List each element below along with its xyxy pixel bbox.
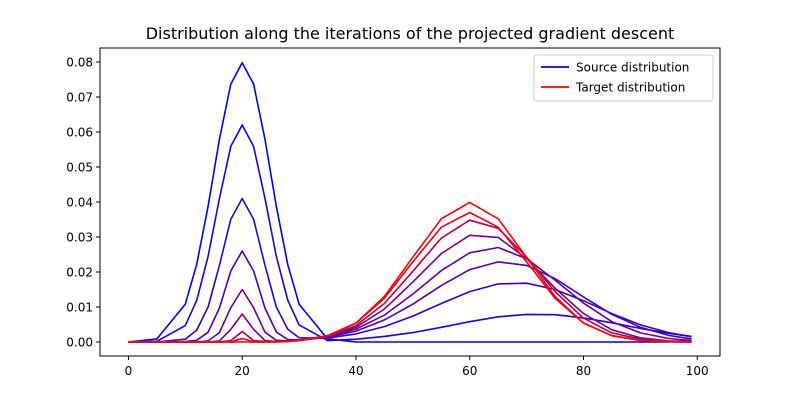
y-axis: 0.00 0.01 0.02 0.03 0.04 0.05 0.06 0.07 0.08 (66, 56, 100, 350)
y-tick-label: 0.05 (66, 161, 93, 175)
y-tick-label: 0.00 (66, 336, 93, 350)
legend-label: Source distribution (576, 61, 689, 75)
y-tick-label: 0.06 (66, 126, 93, 140)
y-tick-label: 0.08 (66, 56, 93, 70)
x-tick-label: 60 (462, 364, 477, 378)
y-tick-label: 0.04 (66, 196, 93, 210)
chart-title: Distribution along the iterations of the… (146, 24, 675, 43)
x-tick-label: 0 (125, 364, 133, 378)
x-tick-label: 80 (576, 364, 591, 378)
x-tick-label: 20 (235, 364, 250, 378)
target-distribution-line (128, 201, 692, 343)
source-distribution-line (128, 61, 692, 343)
x-tick-label: 40 (348, 364, 363, 378)
y-tick-label: 0.03 (66, 231, 93, 245)
legend-box (533, 54, 714, 102)
y-tick-label: 0.02 (66, 266, 93, 280)
iteration-line-1 (128, 124, 692, 343)
x-axis: 0 20 40 60 80 100 (125, 356, 709, 378)
y-tick-label: 0.01 (66, 301, 93, 315)
x-tick-label: 100 (686, 364, 709, 378)
legend-label: Target distribution (575, 81, 685, 95)
plot-area (128, 61, 692, 343)
legend: Source distribution Target distribution (533, 54, 714, 102)
y-tick-label: 0.07 (66, 91, 93, 105)
